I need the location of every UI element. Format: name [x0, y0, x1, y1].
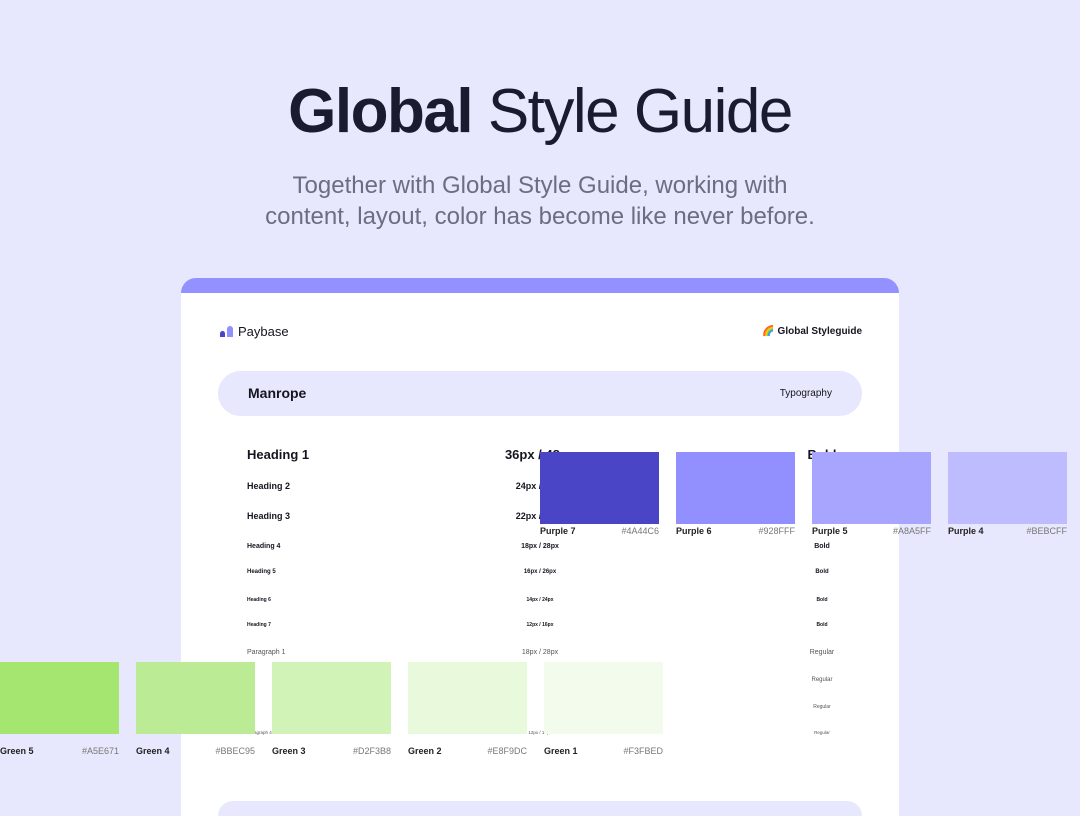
type-weight: Regular [813, 704, 831, 710]
purple-swatch [676, 452, 795, 524]
next-section-header [218, 801, 862, 816]
swatch-hex: #4A44C6 [621, 526, 659, 536]
green-swatch [0, 662, 119, 734]
swatch-name: Purple 7 [540, 526, 576, 536]
type-weight: Bold [816, 622, 828, 628]
purple-swatch [948, 452, 1067, 524]
font-section-header: Manrope Typography [218, 371, 862, 416]
title-bold: Global [288, 77, 473, 146]
swatch-hex: #A5E671 [81, 746, 119, 756]
swatch-name: Green 3 [272, 746, 306, 756]
type-style-name: Heading 5 [247, 569, 276, 575]
type-weight: Regular [811, 677, 833, 683]
swatch-hex: #E8F9DC [487, 746, 527, 756]
swatch-name: Purple 5 [812, 526, 848, 536]
subtitle-line: content, layout, color has become like n… [265, 203, 815, 230]
type-size: 12px / 16px [528, 730, 552, 735]
type-weight: Bold [816, 597, 828, 603]
type-weight: Regular [809, 649, 835, 656]
type-size: 16px / 26px [523, 569, 557, 575]
swatch-hex: #BEBCFF [1026, 526, 1067, 536]
global-styleguide-badge: 🌈 Global Styleguide [762, 326, 862, 337]
swatch-hex: #928FFF [758, 526, 795, 536]
subtitle-line: Together with Global Style Guide, workin… [292, 172, 788, 199]
styleguide-card: Paybase 🌈 Global Styleguide Manrope Typo… [181, 278, 899, 816]
paybase-logo-icon [220, 326, 233, 337]
page-title: Global Style Guide [0, 76, 1080, 147]
swatch-name: Green 1 [544, 746, 578, 756]
green-swatch [272, 662, 391, 734]
type-style-name: Heading 4 [247, 543, 281, 550]
type-weight: Bold [814, 543, 830, 550]
section-label: Typography [779, 388, 832, 399]
type-weight: Bold [815, 569, 829, 575]
swatch-name: Green 2 [408, 746, 442, 756]
title-regular: Style Guide [487, 77, 794, 146]
type-style-name: Heading 6 [247, 597, 271, 603]
type-size: 14px / 24px [526, 597, 554, 603]
type-style-name: Paragraph 1 [247, 649, 286, 656]
type-style-name: Heading 1 [247, 447, 310, 462]
type-style-name: Heading 2 [247, 481, 291, 491]
card-header-strip [181, 278, 899, 293]
green-swatch [136, 662, 255, 734]
subtitle: Together with Global Style Guide, workin… [0, 170, 1080, 232]
brand-name: Paybase [238, 324, 289, 339]
type-style-name: Heading 3 [247, 511, 291, 521]
swatch-hex: #D2F3B8 [352, 746, 391, 756]
type-size: 12px / 16px [526, 622, 554, 628]
green-swatch [408, 662, 527, 734]
type-weight: Regular [814, 730, 830, 735]
swatch-hex: #F3FBED [623, 746, 663, 756]
purple-swatch [812, 452, 931, 524]
swatch-hex: #A8A5FF [892, 526, 931, 536]
font-name: Manrope [248, 385, 307, 401]
purple-swatch [540, 452, 659, 524]
swatch-name: Purple 6 [676, 526, 712, 536]
swatch-name: Green 5 [0, 746, 34, 756]
type-style-name: Heading 7 [247, 622, 271, 628]
type-size: 18px / 28px [521, 543, 559, 550]
swatch-hex: #BBEC95 [215, 746, 255, 756]
type-style-name: Paragraph 4 [247, 730, 272, 735]
type-size: 18px / 28px [521, 649, 559, 656]
green-swatch [544, 662, 663, 734]
swatch-name: Green 4 [136, 746, 170, 756]
swatch-name: Purple 4 [948, 526, 984, 536]
